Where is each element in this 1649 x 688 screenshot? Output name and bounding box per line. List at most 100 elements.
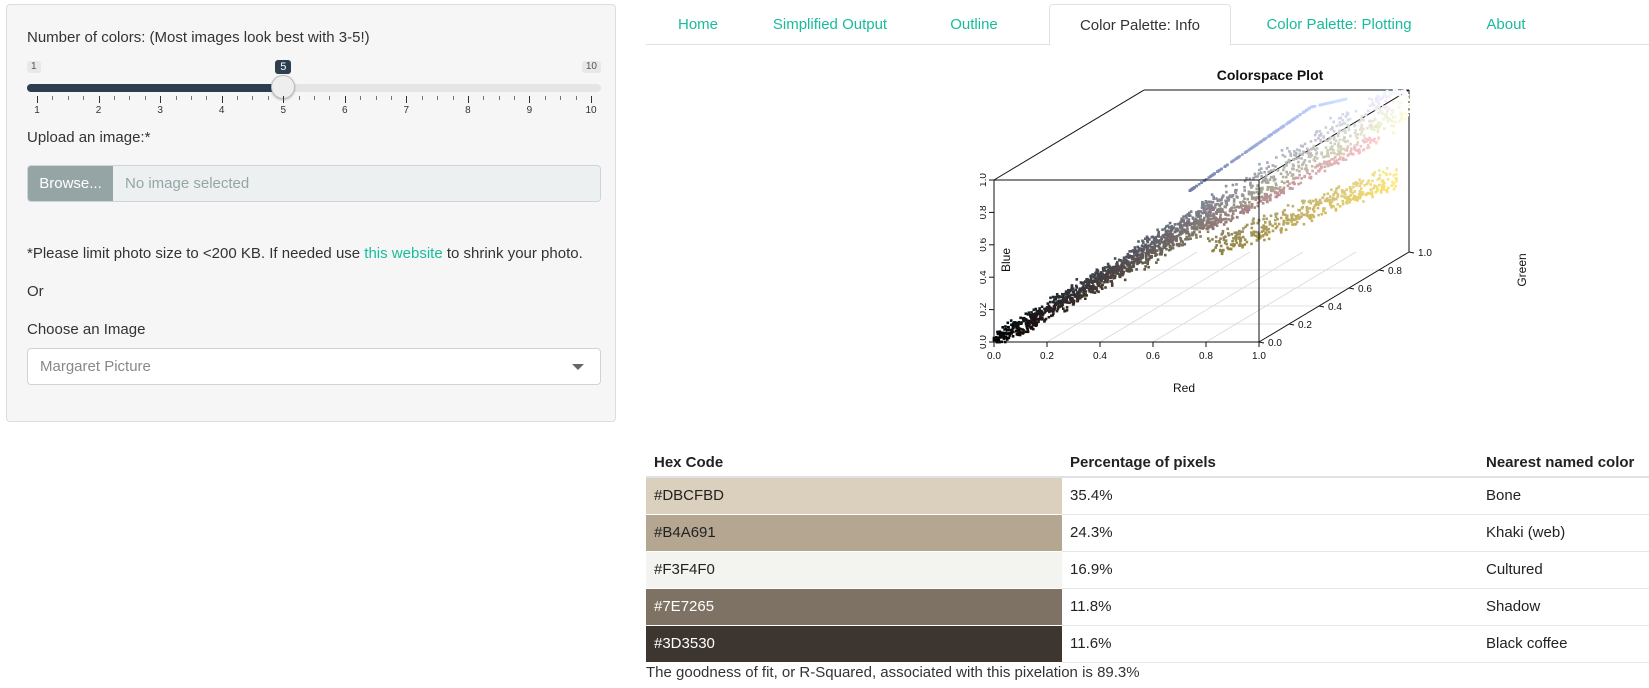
- data-point: [1027, 325, 1030, 328]
- data-point: [1348, 200, 1351, 204]
- data-point: [1187, 222, 1190, 225]
- data-point: [1097, 279, 1101, 282]
- data-point: [1134, 254, 1138, 257]
- data-point: [1130, 250, 1134, 253]
- data-point: [1399, 111, 1403, 114]
- data-point: [1251, 219, 1255, 222]
- data-point: [998, 333, 1002, 337]
- data-point: [1069, 293, 1073, 297]
- tab-about[interactable]: About: [1486, 16, 1526, 33]
- data-point: [1225, 203, 1229, 207]
- slider-track[interactable]: [27, 84, 601, 92]
- data-point: [1397, 120, 1401, 123]
- data-point: [1384, 106, 1387, 110]
- data-point: [1253, 172, 1257, 176]
- data-point: [1205, 201, 1209, 204]
- data-point: [1160, 248, 1164, 251]
- data-point: [1150, 255, 1153, 258]
- file-name-field[interactable]: No image selected: [113, 166, 600, 201]
- slider-tick: [514, 96, 516, 100]
- data-point: [1120, 259, 1123, 262]
- data-point: [1365, 182, 1369, 186]
- choose-image-select[interactable]: Margaret Picture: [27, 348, 601, 385]
- data-point: [1190, 222, 1193, 226]
- data-point: [1273, 178, 1277, 181]
- data-point: [1078, 293, 1082, 296]
- data-point: [1354, 109, 1358, 113]
- slider-value-label: 5: [275, 60, 292, 74]
- tab-simplified-output[interactable]: Simplified Output: [772, 16, 888, 33]
- data-point: [1195, 219, 1199, 222]
- data-point: [1133, 246, 1137, 249]
- tab-home[interactable]: Home: [677, 16, 718, 33]
- data-point: [1183, 223, 1186, 226]
- data-point: [1230, 243, 1233, 247]
- slider-tick: [298, 96, 300, 100]
- data-point: [1306, 171, 1309, 175]
- slider-tick: [544, 96, 546, 100]
- tab-color-palette-plotting[interactable]: Color Palette: Plotting: [1266, 16, 1412, 33]
- data-point: [1250, 242, 1253, 246]
- data-point: [1054, 304, 1057, 307]
- data-point: [1075, 284, 1078, 288]
- data-point: [1109, 276, 1112, 280]
- data-point: [1161, 241, 1164, 244]
- slider-tick: [375, 96, 377, 100]
- data-point: [1395, 168, 1398, 171]
- data-point: [1146, 244, 1150, 248]
- data-point: [1009, 319, 1013, 322]
- data-point: [1356, 182, 1360, 185]
- tab-outline[interactable]: Outline: [950, 16, 998, 33]
- z-tick: [1288, 323, 1295, 326]
- data-point: [1231, 239, 1234, 243]
- data-point: [1201, 211, 1204, 215]
- data-point: [1323, 160, 1326, 164]
- tab-color-palette-info[interactable]: Color Palette: Info: [1049, 4, 1231, 46]
- data-point: [1029, 313, 1032, 317]
- data-point: [1202, 218, 1206, 222]
- data-point: [1317, 213, 1320, 217]
- data-point: [1143, 268, 1146, 271]
- data-point: [1126, 267, 1130, 271]
- slider-tick: [452, 96, 454, 100]
- data-point: [1375, 97, 1378, 100]
- data-point: [1319, 201, 1323, 205]
- data-point: [1077, 295, 1081, 298]
- data-point: [1002, 337, 1006, 340]
- colors-slider[interactable]: 1 10 5 1 2 3 4 5 6 7 8 9 10: [27, 53, 601, 123]
- data-point: [1390, 112, 1393, 116]
- browse-button[interactable]: Browse...: [28, 166, 113, 201]
- header-hex-code: Hex Code: [646, 448, 1062, 478]
- data-point: [1247, 208, 1251, 212]
- data-point: [1378, 176, 1381, 180]
- data-point: [1309, 217, 1312, 220]
- data-point: [1116, 272, 1119, 275]
- data-point: [1041, 317, 1044, 321]
- data-point: [1328, 195, 1332, 198]
- data-point: [1397, 104, 1400, 108]
- data-point: [1092, 280, 1096, 283]
- data-point: [1323, 155, 1326, 158]
- data-point: [1305, 147, 1309, 150]
- data-point: [1080, 290, 1083, 293]
- slider-tick: [144, 96, 146, 100]
- data-point: [1371, 173, 1374, 176]
- data-point: [1395, 173, 1398, 176]
- data-point: [1379, 190, 1383, 194]
- data-point: [1132, 265, 1136, 268]
- data-point: [1039, 317, 1043, 320]
- file-upload[interactable]: Browse... No image selected: [27, 165, 601, 202]
- data-point: [1009, 329, 1012, 332]
- shrink-website-link[interactable]: this website: [364, 245, 443, 262]
- data-point: [1129, 268, 1133, 272]
- data-point: [1159, 250, 1162, 253]
- data-point: [1100, 283, 1104, 286]
- data-point: [1313, 159, 1317, 163]
- data-point: [1309, 105, 1313, 109]
- data-point: [1306, 168, 1309, 172]
- data-point: [1128, 250, 1131, 253]
- data-point: [1294, 214, 1297, 218]
- data-point: [1101, 287, 1104, 290]
- data-point: [1294, 151, 1298, 155]
- data-point: [1004, 331, 1008, 335]
